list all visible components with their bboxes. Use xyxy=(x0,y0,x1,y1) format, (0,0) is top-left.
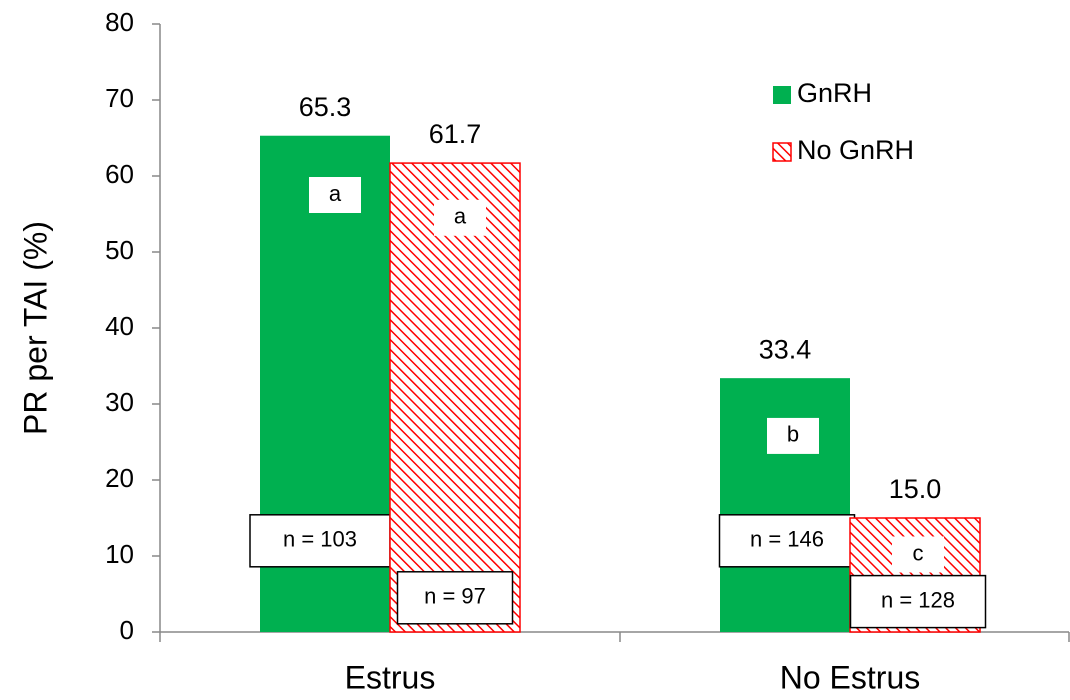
y-axis-label: PR per TAI (%) xyxy=(17,221,53,435)
n-label: n = 146 xyxy=(750,527,824,552)
y-tick-label: 10 xyxy=(105,539,134,569)
n-box xyxy=(249,514,391,568)
significance-letter: c xyxy=(913,540,924,565)
value-label: 61.7 xyxy=(429,119,482,149)
letter-box xyxy=(767,417,819,454)
significance-letter: a xyxy=(329,181,342,206)
bar xyxy=(720,378,850,632)
x-tick-label: No Estrus xyxy=(780,659,920,695)
n-label: n = 128 xyxy=(881,587,955,612)
legend-label: No GnRH xyxy=(797,135,914,165)
value-label: 65.3 xyxy=(299,92,352,122)
n-box xyxy=(849,574,987,629)
x-tick-label: Estrus xyxy=(345,659,436,695)
significance-letter: a xyxy=(454,204,467,229)
legend-label: GnRH xyxy=(797,78,872,108)
letter-box xyxy=(309,177,361,213)
y-tick-label: 50 xyxy=(105,235,134,265)
legend-swatch xyxy=(772,142,792,162)
y-tick-label: 40 xyxy=(105,311,134,341)
n-label: n = 97 xyxy=(424,584,486,609)
value-label: 33.4 xyxy=(759,334,812,364)
significance-letter: b xyxy=(787,422,799,447)
n-box xyxy=(718,514,856,568)
legend-swatch xyxy=(773,86,791,104)
n-label: n = 103 xyxy=(283,527,357,552)
y-tick-label: 80 xyxy=(105,7,134,37)
bar xyxy=(389,162,521,633)
y-tick-label: 0 xyxy=(120,615,134,645)
y-tick-label: 70 xyxy=(105,83,134,113)
y-tick-label: 60 xyxy=(105,159,134,189)
y-tick-label: 20 xyxy=(105,463,134,493)
n-box xyxy=(396,571,514,625)
letter-box xyxy=(434,199,486,236)
value-label: 15.0 xyxy=(889,474,942,504)
y-tick-label: 30 xyxy=(105,387,134,417)
letter-box xyxy=(892,536,944,573)
